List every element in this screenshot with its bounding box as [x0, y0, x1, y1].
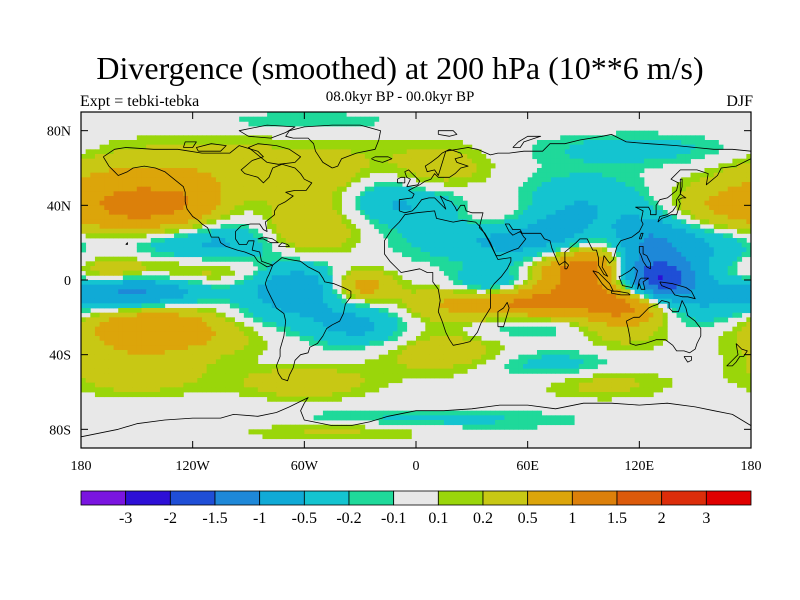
- colorbar-swatch: [303, 490, 350, 506]
- lat-tick-label: 40S: [49, 349, 71, 364]
- colorbar-swatch: [80, 490, 127, 506]
- colorbar-swatch: [661, 490, 707, 506]
- coastline-great-britain: [404, 169, 421, 188]
- lat-tick-label: 80S: [49, 423, 71, 438]
- coastline-ireland: [397, 176, 406, 184]
- colorbar: -3 -2 -1.5 -1 -0.5 -0.2 -0.1 0.1 0.2 0.5 1 1.5 2 3: [80, 490, 752, 527]
- colorbar-label: -1.5: [202, 510, 227, 527]
- coastline-north-america: [102, 145, 313, 268]
- colorbar-swatch: [259, 490, 305, 506]
- colorbar-swatch: [571, 490, 618, 506]
- colorbar-swatch: [616, 490, 663, 506]
- lon-tick-label: 60W: [291, 459, 319, 474]
- coastline-japan: [657, 193, 687, 223]
- coastline-greenland: [285, 124, 381, 169]
- coastline-java: [611, 290, 631, 296]
- colorbar-swatch: [527, 490, 573, 506]
- coastline-hawaii: [125, 242, 128, 245]
- coastline-philippines: [638, 246, 651, 270]
- colorbar-swatch: [348, 490, 395, 506]
- colorbar-label: 0.2: [473, 510, 493, 527]
- coastline-iceland: [371, 156, 393, 163]
- lon-tick-label: 180: [741, 459, 762, 474]
- colorbar-label: 0.5: [518, 510, 538, 527]
- colorbar-label: -2: [164, 510, 177, 527]
- coastline-cuba: [257, 236, 279, 244]
- colorbar-label: 1: [568, 510, 576, 527]
- lon-tick-label: 60E: [516, 459, 539, 474]
- coastline-africa: [384, 210, 512, 346]
- divergence-field: [81, 112, 751, 448]
- colorbar-label: -0.2: [336, 510, 361, 527]
- colorbar-swatch: [169, 490, 216, 506]
- colorbar-swatch: [214, 490, 261, 506]
- period-subtitle: 08.0kyr BP - 00.0kyr BP: [325, 89, 475, 105]
- coastline-sri-lanka: [564, 261, 569, 270]
- lon-tick-label: 180: [71, 459, 92, 474]
- colorbar-label: 1.5: [607, 510, 627, 527]
- lon-tick-label: 120W: [176, 459, 211, 474]
- coastline-svalbard: [437, 130, 458, 137]
- coastline-eurasia: [398, 134, 751, 277]
- coastline-madagascar: [497, 302, 510, 328]
- coastline-australia: [625, 300, 702, 354]
- colorbar-label: -3: [119, 510, 132, 527]
- colorbar-swatch: [482, 490, 529, 506]
- coastline-sulawesi: [637, 277, 649, 290]
- coastline-borneo: [618, 266, 638, 288]
- coastline-ellesmere: [238, 124, 296, 139]
- latitude-axis: 80N 40N 0 40S 80S: [47, 125, 751, 438]
- season-label: DJF: [726, 93, 753, 110]
- coastline-new-zealand: [726, 343, 748, 367]
- coastline-banks-island: [183, 141, 197, 148]
- chart-title: Divergence (smoothed) at 200 hPa (10**6 …: [96, 50, 704, 86]
- coastline-antarctica: [81, 397, 751, 438]
- coastline-sakhalin: [679, 178, 683, 195]
- colorbar-swatch: [393, 490, 439, 506]
- colorbar-label: 2: [658, 510, 666, 527]
- coastline-new-guinea: [659, 281, 696, 300]
- coastline-hispaniola: [278, 242, 290, 247]
- lat-tick-label: 0: [64, 274, 71, 289]
- colorbar-label: -0.5: [292, 510, 317, 527]
- coastline-novaya-zemlya: [512, 135, 542, 148]
- coastline-victoria-island: [196, 143, 227, 152]
- lat-tick-label: 80N: [47, 125, 71, 140]
- coastline-taiwan: [638, 232, 644, 240]
- colorbar-swatch: [437, 490, 484, 506]
- coastline-tasmania: [683, 356, 692, 363]
- lon-tick-label: 120E: [625, 459, 655, 474]
- longitude-axis: 180 120W 60W 0 60E 120E 180: [71, 112, 762, 474]
- colorbar-label: 0.1: [428, 510, 448, 527]
- coastline-baffin-island: [248, 143, 301, 165]
- colorbar-swatch: [125, 490, 171, 506]
- colorbar-label: -0.1: [381, 510, 406, 527]
- coastline-sumatra: [592, 270, 614, 292]
- colorbar-label: 3: [702, 510, 710, 527]
- coastline-south-america: [264, 257, 352, 382]
- coastlines: [81, 124, 751, 438]
- experiment-label: Expt = tebki-tebka: [80, 93, 200, 110]
- lon-tick-label: 0: [413, 459, 420, 474]
- colorbar-swatch: [705, 490, 752, 506]
- lat-tick-label: 40N: [47, 199, 71, 214]
- colorbar-label: -1: [253, 510, 266, 527]
